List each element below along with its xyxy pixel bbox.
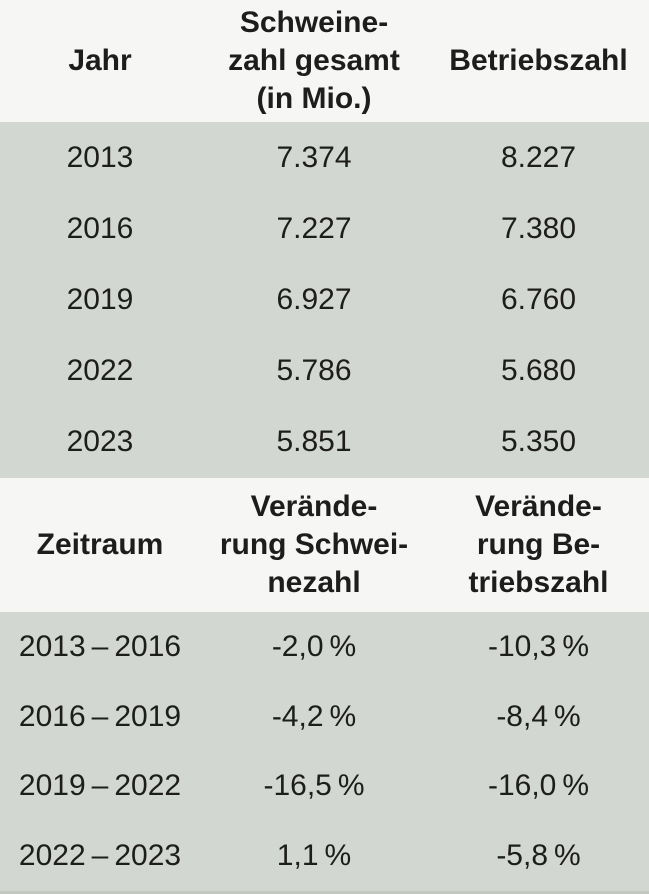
pig-change-cell: -16,5 % [263,769,365,803]
table-row: 2023 5.851 5.350 [0,407,649,478]
period-cell: 2022 – 2023 [18,838,182,872]
column-header-betriebszahl: Betriebszahl [449,44,628,77]
year-cell: 2022 [66,354,134,388]
farm-change-cell: -5,8 % [496,838,581,872]
farm-count-cell: 8.227 [500,140,577,174]
column-header-veraenderung-schweinezahl: Verände- rung Schwei- nezahl [219,490,409,599]
table-body-years: 2013 7.374 8.227 2016 7.227 7.380 2019 6… [0,122,649,478]
column-header-zeitraum: Zeitraum [36,528,164,561]
pig-change-cell: 1,1 % [276,838,352,872]
column-header-jahr: Jahr [68,44,132,77]
period-cell: 2016 – 2019 [18,699,182,733]
table-body-changes: 2013 – 2016 -2,0 % -10,3 % 2016 – 2019 -… [0,612,649,894]
pig-change-cell: -2,0 % [271,629,357,663]
table-header-changes: Zeitraum Verände- rung Schwei- nezahl Ve… [0,478,649,612]
pig-change-cell: -4,2 % [271,699,357,733]
year-cell: 2013 [66,140,134,174]
farm-change-cell: -8,4 % [496,699,581,733]
farm-count-cell: 5.680 [500,354,577,388]
year-cell: 2016 [66,211,134,245]
table-row: 2019 6.927 6.760 [0,264,649,335]
pig-count-cell: 6.927 [276,282,352,316]
table-row: 2022 – 2023 1,1 % -5,8 % [0,821,649,891]
period-cell: 2019 – 2022 [18,769,182,803]
table-row: 2013 7.374 8.227 [0,122,649,193]
column-header-schweinezahl-gesamt: Schweine- zahl gesamt (in Mio.) [228,6,400,115]
table-header-years: Jahr Schweine- zahl gesamt (in Mio.) Bet… [0,0,649,122]
year-cell: 2019 [66,282,134,316]
farm-count-cell: 5.350 [500,425,577,459]
table-row: 2016 7.227 7.380 [0,193,649,264]
pig-count-cell: 7.227 [276,211,352,245]
farm-change-cell: -16,0 % [487,769,590,803]
farm-count-cell: 7.380 [500,211,577,245]
farm-count-cell: 6.760 [500,282,577,316]
year-cell: 2023 [66,425,134,459]
column-header-veraenderung-betriebszahl: Verände- rung Be- triebszahl [468,490,609,599]
period-cell: 2013 – 2016 [18,629,182,663]
pig-count-cell: 7.374 [276,140,352,174]
table-row: 2022 5.786 5.680 [0,336,649,407]
farm-change-cell: -10,3 % [487,629,590,663]
pig-count-cell: 5.851 [276,425,352,459]
pig-count-cell: 5.786 [276,354,352,388]
table-row: 2016 – 2019 -4,2 % -8,4 % [0,682,649,752]
table-row: 2019 – 2022 -16,5 % -16,0 % [0,751,649,821]
table-row: 2013 – 2016 -2,0 % -10,3 % [0,612,649,682]
